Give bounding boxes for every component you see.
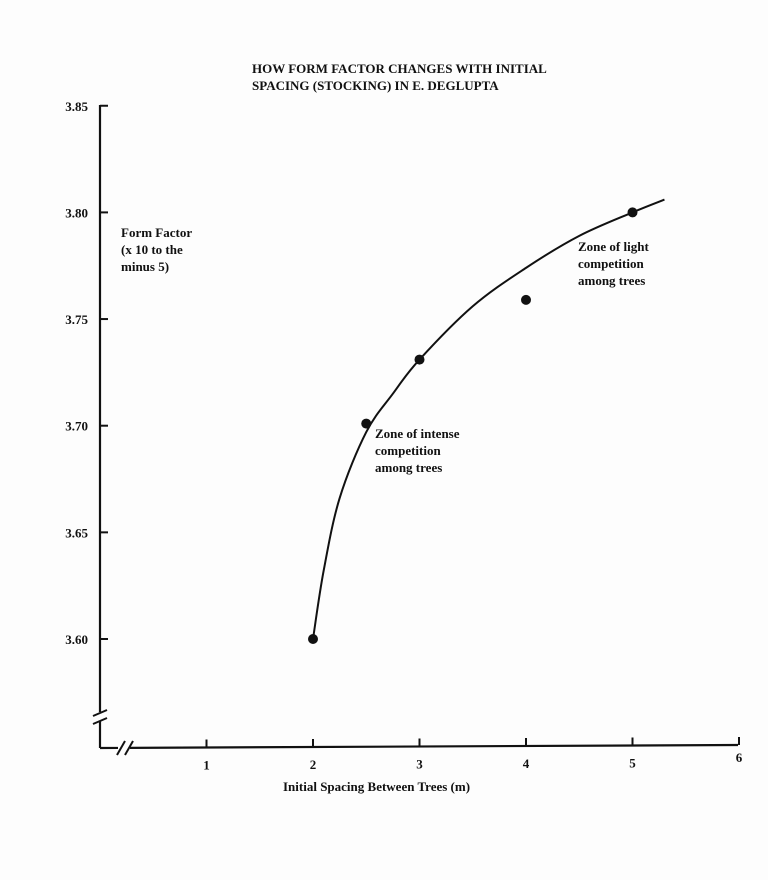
x-tick-label-0: 1 <box>203 757 210 772</box>
y-tick-label-0: 3.60 <box>65 632 88 647</box>
annotation-light-line-3: among trees <box>578 273 645 288</box>
data-point-3 <box>521 294 531 305</box>
y-tick-label-5: 3.85 <box>65 99 88 114</box>
data-point-0 <box>308 634 318 644</box>
x-axis-line-main <box>129 743 739 749</box>
y-axis-label-line-1: Form Factor <box>121 225 192 240</box>
x-tick-label-1: 2 <box>310 757 317 772</box>
data-point-2 <box>414 354 425 365</box>
x-axis-break-mark-2 <box>124 740 134 756</box>
y-axis-break-mark-1 <box>92 709 108 717</box>
x-tick-label-5: 6 <box>736 750 743 765</box>
axes <box>92 105 739 756</box>
y-axis-label-line-2: (x 10 to the <box>121 242 183 257</box>
annotation-intense-line-2: competition <box>375 443 441 458</box>
data-point-4 <box>627 207 638 218</box>
data-points <box>308 207 638 644</box>
y-tick-label-2: 3.70 <box>65 419 88 434</box>
ticks: 3.60 3.65 3.70 3.75 3.80 3.85 1 2 3 4 5 6 <box>65 99 743 773</box>
chart-title-line-2: SPACING (STOCKING) IN E. DEGLUPTA <box>252 78 499 93</box>
annotation-intense-line-3: among trees <box>375 460 442 475</box>
y-tick-label-1: 3.65 <box>65 525 88 540</box>
annotation-light-line-2: competition <box>578 256 644 271</box>
data-point-1 <box>361 418 372 429</box>
x-tick-label-3: 4 <box>523 756 530 771</box>
annotation-light-line-1: Zone of light <box>578 239 649 254</box>
chart-title-line-1: HOW FORM FACTOR CHANGES WITH INITIAL <box>252 61 547 76</box>
y-axis-label-line-3: minus 5) <box>121 259 169 274</box>
x-tick-label-4: 5 <box>629 755 636 770</box>
y-axis-break-mark-2 <box>92 717 108 725</box>
y-tick-label-3: 3.75 <box>65 312 88 327</box>
x-axis-label: Initial Spacing Between Trees (m) <box>283 779 470 794</box>
x-tick-label-2: 3 <box>416 756 423 771</box>
x-axis-break-mark-1 <box>116 740 126 756</box>
y-tick-label-4: 3.80 <box>65 205 88 220</box>
annotation-intense-line-1: Zone of intense <box>375 426 460 441</box>
